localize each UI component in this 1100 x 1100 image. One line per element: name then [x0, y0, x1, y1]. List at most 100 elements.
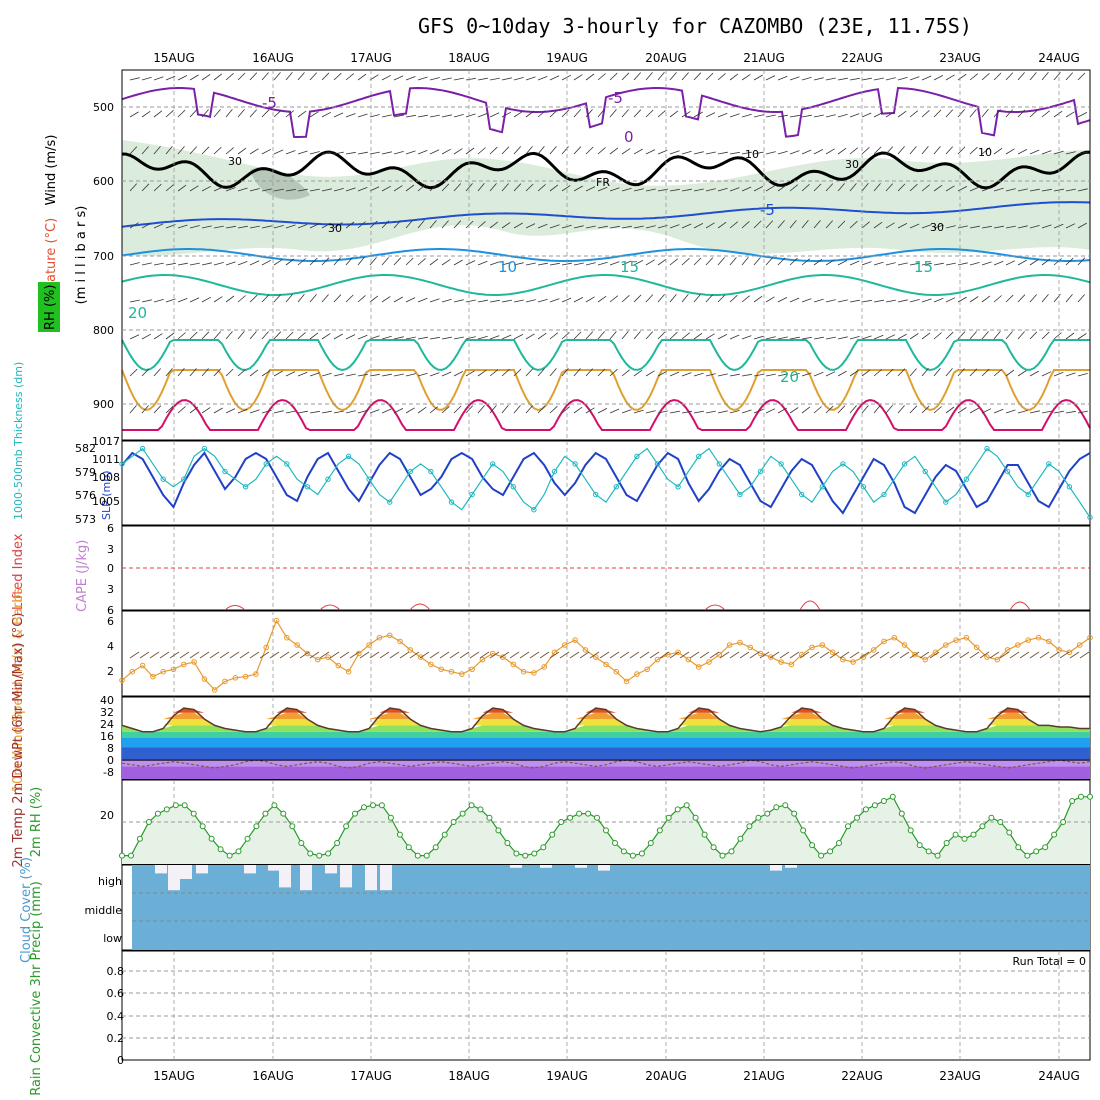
wind-barb: [405, 150, 416, 155]
wind-barb: [717, 294, 726, 303]
wind-barb: [489, 299, 500, 303]
wind-barb: [381, 257, 389, 266]
temperature-band: [122, 766, 1090, 779]
wind-barb: [1017, 294, 1026, 303]
panel-border: [121, 69, 1091, 441]
wind-speed-marker: [675, 649, 681, 656]
temp-tick: 24: [100, 718, 114, 731]
wind-barb: [681, 294, 689, 303]
wind-barb: [225, 295, 235, 303]
wind-barb: [813, 77, 824, 81]
wind-barb: [1029, 109, 1038, 118]
wind-barb: [1065, 151, 1076, 155]
wind-barb: [537, 332, 547, 340]
wind-barb: [285, 294, 293, 303]
y-tick: 500: [93, 101, 114, 114]
wind-barb: [393, 220, 401, 229]
wind-barb: [297, 224, 308, 229]
wind-barb: [861, 405, 869, 414]
rh2m-marker: [549, 831, 556, 838]
wind-barb: [1039, 651, 1050, 659]
wind-barb: [969, 109, 977, 118]
rh2m-marker: [880, 798, 887, 804]
wind-barb: [597, 261, 608, 266]
wind-barb: [849, 77, 860, 81]
wind-barb: [837, 370, 847, 377]
wind-barb: [981, 73, 990, 81]
wind-barb: [1017, 259, 1027, 266]
wind-barb: [539, 651, 550, 659]
wind-barb: [561, 109, 570, 118]
thickness-marker: [407, 468, 413, 475]
wind-barb: [225, 147, 234, 155]
wind-barb: [357, 295, 366, 303]
wind-barb: [837, 220, 846, 229]
wind-barb: [333, 294, 342, 303]
wind-barb: [289, 651, 300, 659]
wind-barb: [417, 406, 427, 414]
wind-barb: [141, 76, 152, 81]
wind-barb: [249, 72, 258, 81]
wind-barb: [993, 408, 1004, 414]
wind-barb: [1053, 258, 1062, 266]
wind-barb: [693, 72, 702, 81]
date-label: 17AUG: [350, 51, 392, 65]
wind-speed-marker: [716, 651, 723, 658]
wind-barb: [359, 651, 370, 659]
wind-barb: [859, 651, 870, 659]
temperature-contour: [121, 150, 1091, 190]
wind-barb: [969, 73, 979, 81]
wind-barb: [153, 262, 164, 266]
cloud-label: Cloud Cover (%): [19, 857, 34, 963]
rh2m-marker: [979, 823, 986, 830]
wind-barb: [225, 73, 234, 81]
li-tick: 6: [107, 522, 114, 535]
wind-barb: [645, 225, 656, 229]
contour-label: -5: [760, 201, 775, 219]
wind-barb: [657, 331, 666, 340]
rh2m-marker: [289, 823, 296, 830]
cape-label: CAPE (J/kg): [75, 540, 90, 612]
date-label: 22AUG: [841, 1069, 883, 1083]
wind-barb: [861, 77, 872, 81]
wind-barb: [525, 76, 536, 81]
wind-barb: [993, 72, 1002, 81]
wind-barb: [729, 651, 740, 659]
wind-speed-marker: [531, 670, 537, 676]
rh-label: RH (%): [43, 285, 58, 330]
wind-barb: [657, 258, 667, 266]
wind-barb: [801, 184, 810, 192]
wind-barb: [393, 75, 404, 81]
wind-barb: [339, 651, 350, 659]
wind-barb: [165, 110, 174, 118]
wind-barb: [429, 77, 440, 81]
rh2m-marker: [656, 827, 663, 834]
wind-barb: [345, 334, 356, 340]
wind-barb: [1029, 188, 1040, 192]
wind-barb: [177, 262, 188, 266]
cloud-clear-gap: [325, 865, 337, 874]
precip-tick: 0.2: [107, 1032, 125, 1045]
wind-barb: [777, 184, 787, 192]
wind-barb: [645, 259, 655, 266]
wind-barb: [1077, 222, 1087, 229]
wind-barb: [429, 258, 439, 266]
wind-barb: [945, 368, 953, 377]
wind-barb: [801, 149, 812, 155]
wind-barb: [897, 76, 908, 81]
wind-barb: [825, 405, 834, 414]
wind-barb: [813, 149, 824, 155]
wind-barb: [789, 76, 800, 81]
rh2m-marker: [262, 810, 269, 817]
rh2m-marker: [764, 810, 771, 817]
y-tick: 900: [93, 398, 114, 411]
wind-barb: [1065, 72, 1073, 81]
wind-barb: [885, 299, 896, 303]
wind-barb: [273, 331, 282, 340]
wind-barb: [705, 410, 716, 414]
wind-barb: [777, 150, 788, 155]
li-tick: 3: [107, 583, 114, 596]
wind-barb: [525, 183, 534, 192]
wind-barb: [849, 113, 860, 118]
wind-speed-marker: [222, 678, 228, 685]
